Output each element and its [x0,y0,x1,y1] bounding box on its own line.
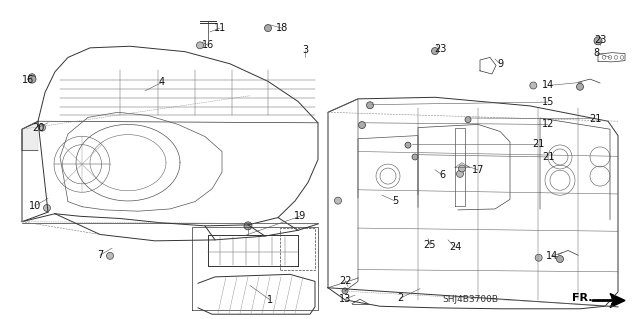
Circle shape [264,25,271,32]
Text: 21: 21 [589,114,601,124]
Text: 3: 3 [302,45,308,56]
Text: 22: 22 [339,276,351,286]
Circle shape [106,252,113,259]
Circle shape [577,83,584,90]
Circle shape [530,82,537,89]
Text: 20: 20 [32,122,44,133]
Text: 8: 8 [593,48,599,58]
Text: 21: 21 [542,152,554,162]
Text: 12: 12 [542,119,554,130]
Circle shape [594,37,602,45]
Circle shape [557,256,563,263]
Text: 16: 16 [202,40,214,50]
Text: 19: 19 [294,211,306,221]
Circle shape [244,222,252,230]
Text: 24: 24 [449,242,461,252]
Text: 17: 17 [472,165,484,175]
Text: 11: 11 [214,23,226,33]
Circle shape [412,154,418,160]
Text: 4: 4 [159,77,165,87]
Circle shape [38,124,45,131]
Text: 23: 23 [434,44,446,55]
Circle shape [458,165,465,172]
Text: 18: 18 [276,23,288,33]
Text: 1: 1 [267,295,273,305]
Circle shape [196,42,204,49]
Text: 25: 25 [424,240,436,250]
Text: 9: 9 [497,59,503,69]
Text: 15: 15 [542,97,554,107]
Text: FR.: FR. [572,293,593,303]
Circle shape [405,142,411,148]
Text: 13: 13 [339,294,351,304]
Circle shape [29,74,35,81]
Polygon shape [22,122,38,151]
Text: 23: 23 [594,35,606,45]
Text: 5: 5 [392,196,398,206]
Circle shape [456,170,463,177]
Circle shape [335,197,342,204]
Circle shape [44,204,51,211]
Text: 14: 14 [546,251,558,261]
Circle shape [342,288,348,294]
Text: 14: 14 [542,80,554,91]
Text: 6: 6 [439,170,445,180]
Text: 10: 10 [29,201,41,211]
Text: 2: 2 [397,293,403,303]
Circle shape [465,117,471,122]
Text: 7: 7 [97,250,103,260]
Text: SHJ4B3700B: SHJ4B3700B [442,295,499,304]
Polygon shape [610,293,625,308]
Circle shape [535,254,542,261]
Circle shape [431,48,438,55]
Text: 16: 16 [22,75,34,85]
Circle shape [367,102,374,109]
Text: 21: 21 [532,139,544,149]
Circle shape [358,122,365,129]
Circle shape [28,75,36,83]
